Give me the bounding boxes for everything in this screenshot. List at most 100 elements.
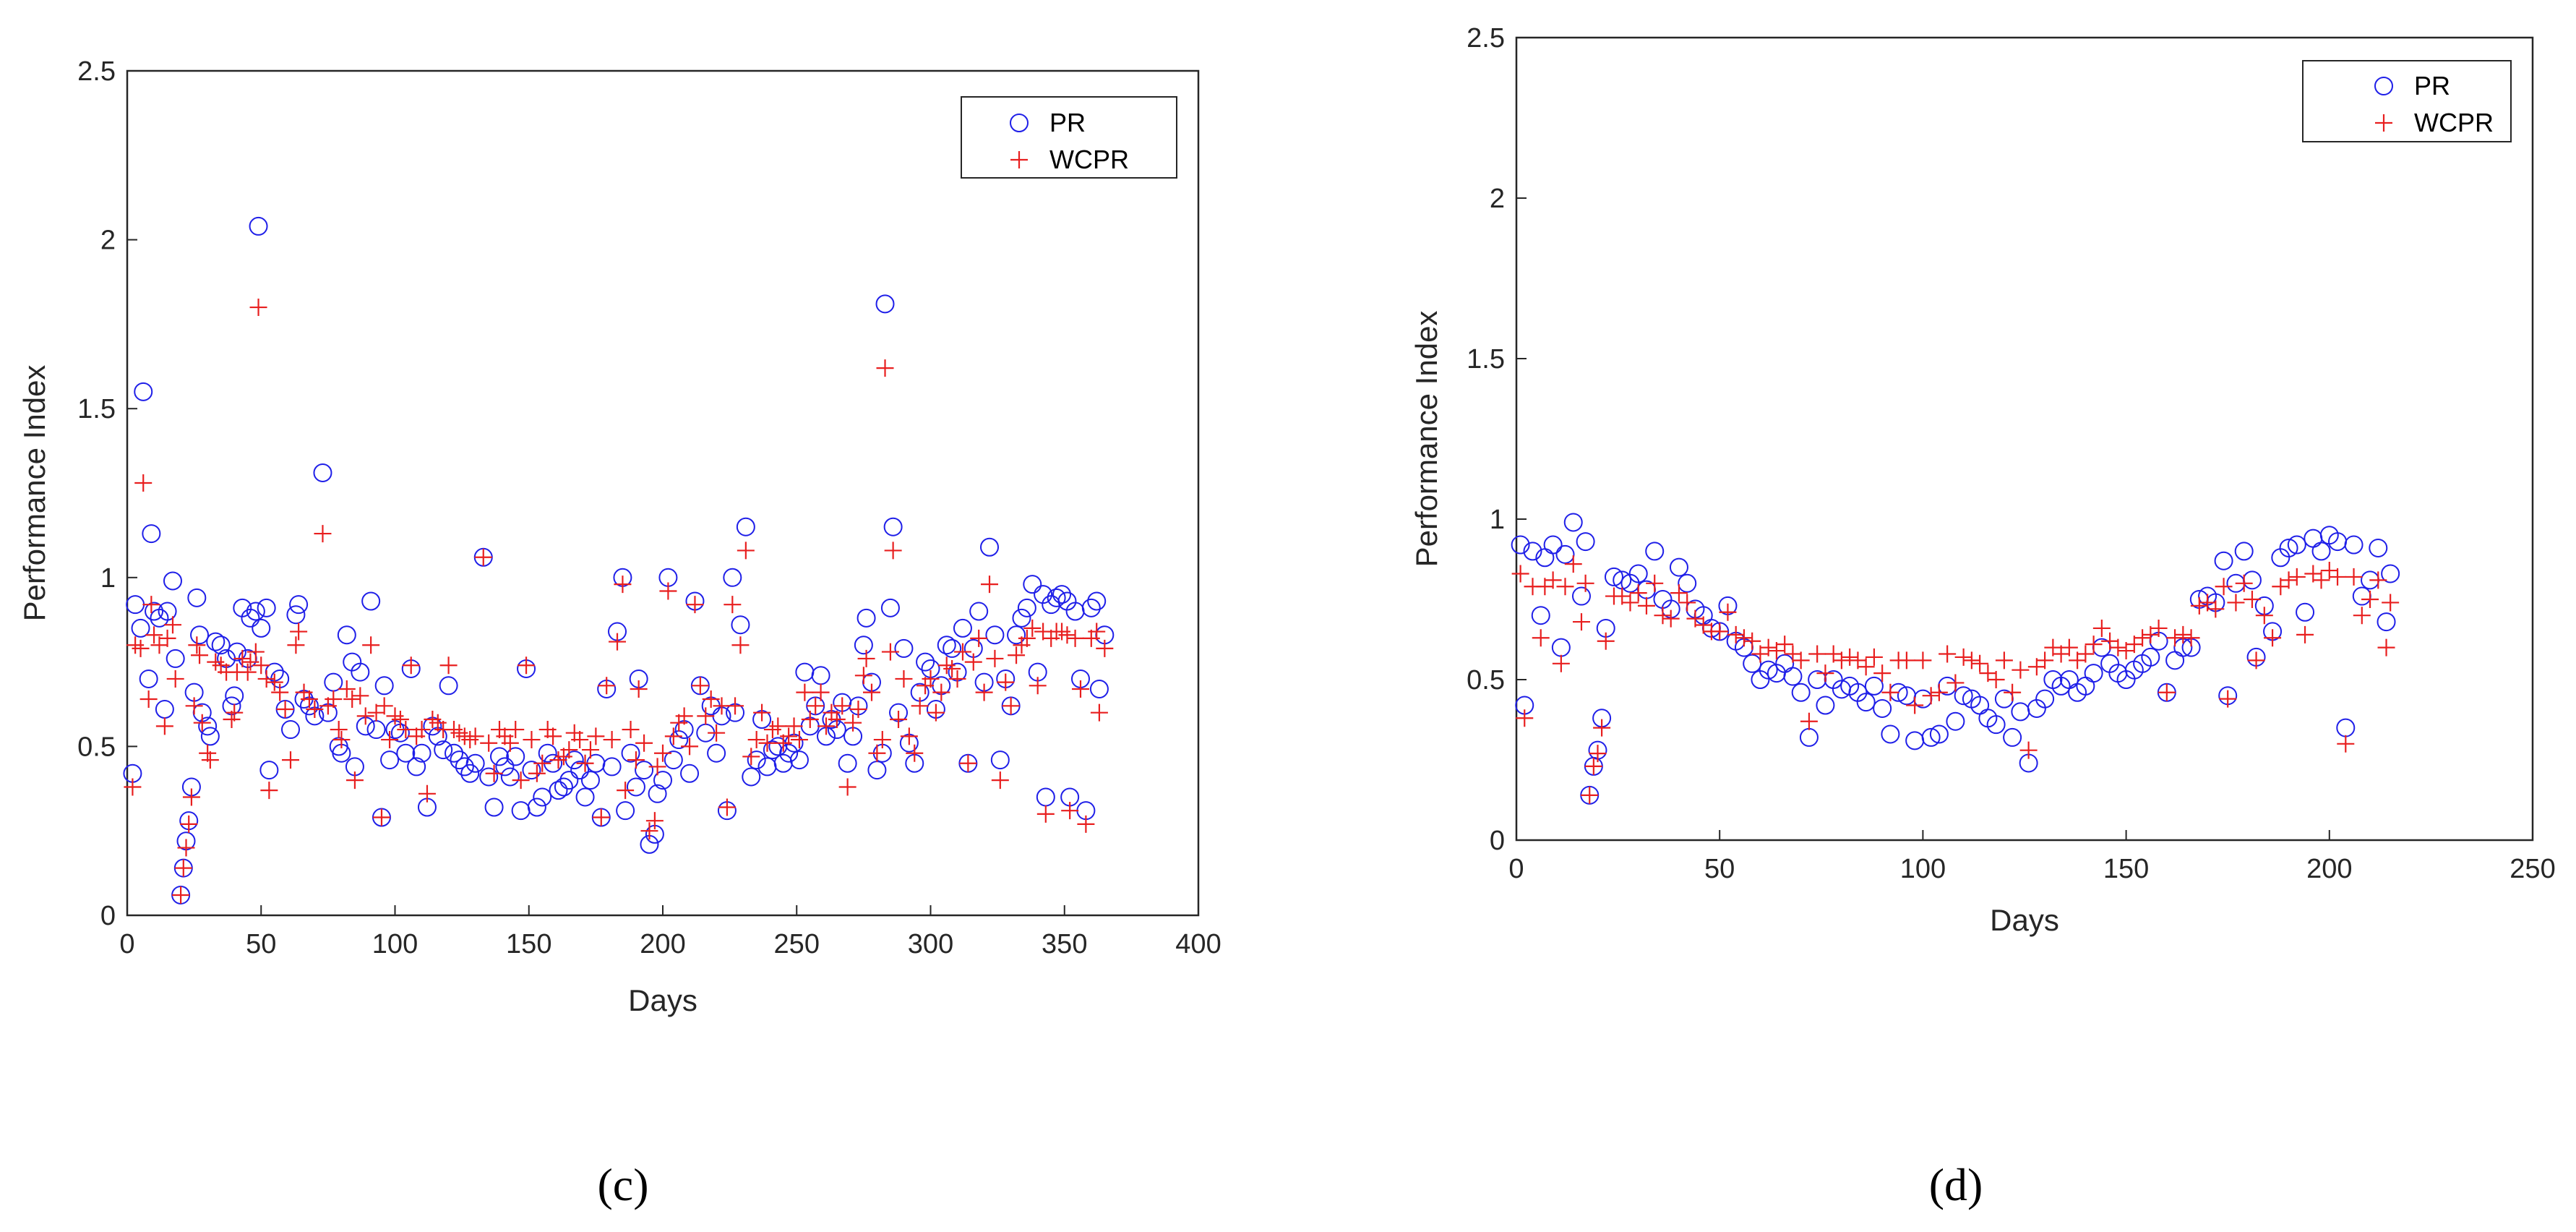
pr-point [580,771,600,790]
pr-point [1864,676,1884,696]
wcpr-point [2312,571,2330,589]
wcpr-point [932,683,950,701]
pr-point [554,777,573,797]
pr-point [883,517,903,536]
wcpr-point [790,731,808,749]
pr-point [200,727,220,746]
pr-point [489,747,509,766]
wcpr-point [372,808,390,826]
pr-point [522,761,541,780]
wcpr-point [223,711,241,729]
wcpr-point [1711,623,1729,641]
wcpr-point [1654,607,1672,625]
wcpr-point [849,701,867,719]
pr-point [2035,689,2055,709]
wcpr-point [753,703,771,722]
wcpr-point [2085,636,2103,654]
wcpr-point [817,717,836,735]
pr-point [1012,608,1031,628]
wcpr-point [769,717,787,735]
x-tick-label-d: 0 [1508,854,1524,884]
pr-point [465,753,485,773]
wcpr-point [2060,638,2078,656]
pr-point [616,801,635,821]
wcpr-point [180,815,198,833]
y-axis-title-c: Performance Index [17,365,51,622]
wcpr-point [362,636,380,654]
pr-point [187,588,207,607]
pr-point [289,595,309,615]
wcpr-point [132,639,150,657]
wcpr-point [257,670,275,688]
pr-point [439,676,458,696]
wcpr-point [627,751,645,769]
plot-area-c [126,69,1200,917]
wcpr-point [807,697,825,715]
wcpr-point [708,724,726,742]
wcpr-point [854,667,872,685]
pr-point [361,591,381,611]
x-tick-label-c: 400 [1175,929,1221,959]
pr-point [1946,711,1965,731]
y-tick-label-c: 1 [100,563,116,594]
pr-point [1047,588,1066,607]
wcpr-point [1939,645,1957,663]
pr-point [1921,727,1941,747]
wcpr-point [838,778,856,796]
pr-point [500,767,520,787]
wcpr-point [747,731,765,749]
wcpr-point [906,744,924,762]
legend-box-d [2302,60,2512,142]
wcpr-point [1873,664,1892,683]
pr-point [626,777,645,797]
wcpr-point [2077,645,2095,663]
wcpr-point [645,812,664,830]
wcpr-point [1511,565,1529,583]
wcpr-point [1090,703,1108,722]
x-tick-label-d: 50 [1704,854,1735,884]
wcpr-point [1597,632,1615,650]
wcpr-point [1971,654,1989,672]
legend-marker-pr [2374,77,2393,95]
wcpr-point [1564,555,1582,573]
wcpr-point [507,721,525,739]
wcpr-point [260,782,278,800]
wcpr-point [1727,625,1745,643]
pr-point [134,382,153,401]
wcpr-point [981,576,999,594]
pr-point [1511,535,1530,555]
wcpr-point [2337,735,2355,753]
wcpr-point [2227,594,2245,612]
pr-point [723,568,742,587]
pr-point [789,750,809,770]
pr-point [1929,724,1949,744]
pr-point [2296,602,2315,622]
pr-point [937,636,956,655]
wcpr-point [2235,574,2253,592]
pr-point [1873,698,1892,718]
pr-point [1783,667,1803,686]
pr-point [2287,535,2306,555]
wcpr-point [512,771,530,790]
wcpr-point [518,656,536,675]
legend-label-pr-d: PR [2414,71,2450,100]
wcpr-point [1002,697,1020,715]
wcpr-point [249,299,267,317]
wcpr-point [726,697,744,715]
pr-point [1023,575,1042,594]
wcpr-point [2247,651,2265,670]
wcpr-point [1670,584,1688,602]
pr-point [747,750,766,770]
wcpr-point [166,670,184,688]
wcpr-point [948,670,966,688]
wcpr-point [2264,629,2282,647]
wcpr-point [2109,638,2127,656]
pr-point [549,781,568,800]
pr-point [1543,535,1563,555]
pr-point [484,797,504,817]
y-tick-label-c: 0.5 [77,732,116,762]
pr-point [479,767,499,787]
pr-point [2344,535,2364,555]
wcpr-point [330,721,348,739]
pr-point [575,787,595,807]
